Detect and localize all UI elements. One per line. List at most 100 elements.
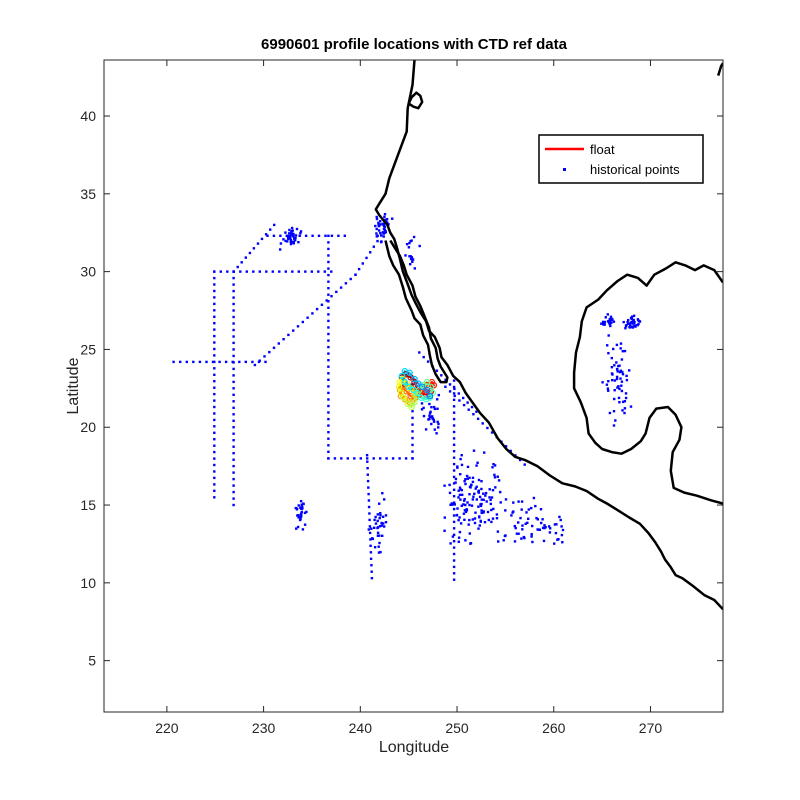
historical-point <box>287 237 290 241</box>
historical-point <box>383 525 386 528</box>
historical-point <box>617 385 620 388</box>
historical-point <box>634 324 637 327</box>
historical-point <box>433 428 436 431</box>
historical-point <box>377 551 381 554</box>
historical-point <box>531 524 534 528</box>
historical-point <box>232 432 235 435</box>
historical-point <box>327 339 330 342</box>
historical-point <box>232 406 235 409</box>
historical-point <box>452 540 456 543</box>
historical-point <box>513 524 516 528</box>
historical-point <box>320 303 324 306</box>
historical-point <box>495 513 499 516</box>
historical-point <box>452 405 456 408</box>
historical-point <box>452 443 456 446</box>
historical-point <box>477 505 480 508</box>
historical-point <box>490 520 493 524</box>
historical-point <box>232 393 235 396</box>
historical-point <box>605 383 609 386</box>
historical-point <box>299 500 303 503</box>
historical-point <box>290 231 293 234</box>
historical-point <box>213 347 216 351</box>
historical-point <box>409 263 412 266</box>
historical-point <box>623 411 626 415</box>
historical-point <box>479 504 483 508</box>
historical-point <box>429 410 432 413</box>
historical-point <box>609 324 612 328</box>
historical-point <box>213 425 216 428</box>
historical-point <box>607 319 610 323</box>
historical-point <box>473 492 476 495</box>
historical-point <box>452 424 456 427</box>
historical-point <box>454 481 457 484</box>
historical-point <box>213 373 216 376</box>
historical-point <box>612 320 616 323</box>
historical-point <box>452 437 456 440</box>
historical-point <box>611 318 614 322</box>
historical-point <box>452 507 456 511</box>
historical-point <box>493 473 496 477</box>
historical-point <box>477 490 480 493</box>
historical-point <box>327 391 330 395</box>
historical-point <box>613 397 616 401</box>
historical-point <box>381 515 385 518</box>
historical-point <box>376 234 379 237</box>
historical-point <box>624 327 627 330</box>
historical-point <box>327 287 330 290</box>
historical-point <box>420 408 424 411</box>
historical-point <box>628 326 631 329</box>
historical-point <box>561 528 565 532</box>
historical-point <box>411 423 414 426</box>
historical-point <box>297 241 300 244</box>
historical-point <box>346 457 349 460</box>
historical-point <box>625 374 628 378</box>
historical-point <box>452 392 456 395</box>
historical-point <box>248 251 252 255</box>
historical-point <box>379 512 382 515</box>
historical-point <box>428 414 431 417</box>
historical-point <box>470 405 474 409</box>
historical-point <box>452 456 456 459</box>
historical-point <box>619 369 622 372</box>
historical-point <box>492 507 495 511</box>
historical-point <box>408 241 411 245</box>
historical-point <box>543 524 546 527</box>
historical-point <box>538 528 541 531</box>
historical-point <box>232 503 235 507</box>
historical-point <box>411 430 414 433</box>
historical-point <box>374 522 378 525</box>
historical-point <box>461 493 464 496</box>
historical-point <box>548 531 552 534</box>
historical-point <box>327 319 330 323</box>
historical-point <box>621 373 625 376</box>
y-tick-label: 25 <box>80 341 96 357</box>
coastline-layer <box>374 60 723 611</box>
historical-point <box>344 282 348 285</box>
historical-point <box>464 510 468 514</box>
historical-point <box>327 254 330 257</box>
historical-point <box>456 465 459 468</box>
historical-point <box>622 400 625 404</box>
historical-point <box>612 410 616 413</box>
historical-point <box>443 516 446 519</box>
historical-point <box>530 533 533 536</box>
historical-point <box>443 484 446 487</box>
historical-point <box>236 265 239 269</box>
historical-point <box>387 223 390 226</box>
historical-point <box>519 516 522 520</box>
historical-point <box>288 228 291 232</box>
historical-point <box>527 508 530 511</box>
float-profile-marker <box>396 386 404 394</box>
historical-point <box>380 234 383 237</box>
historical-point <box>452 546 456 549</box>
legend-historical-swatch <box>563 168 566 171</box>
historical-point <box>440 374 443 377</box>
historical-point <box>232 380 235 384</box>
historical-point <box>478 495 482 499</box>
historical-point <box>463 480 466 483</box>
historical-point <box>213 463 216 467</box>
historical-point <box>232 322 235 325</box>
historical-point <box>213 405 216 409</box>
historical-point <box>560 525 563 528</box>
historical-point <box>407 246 411 249</box>
